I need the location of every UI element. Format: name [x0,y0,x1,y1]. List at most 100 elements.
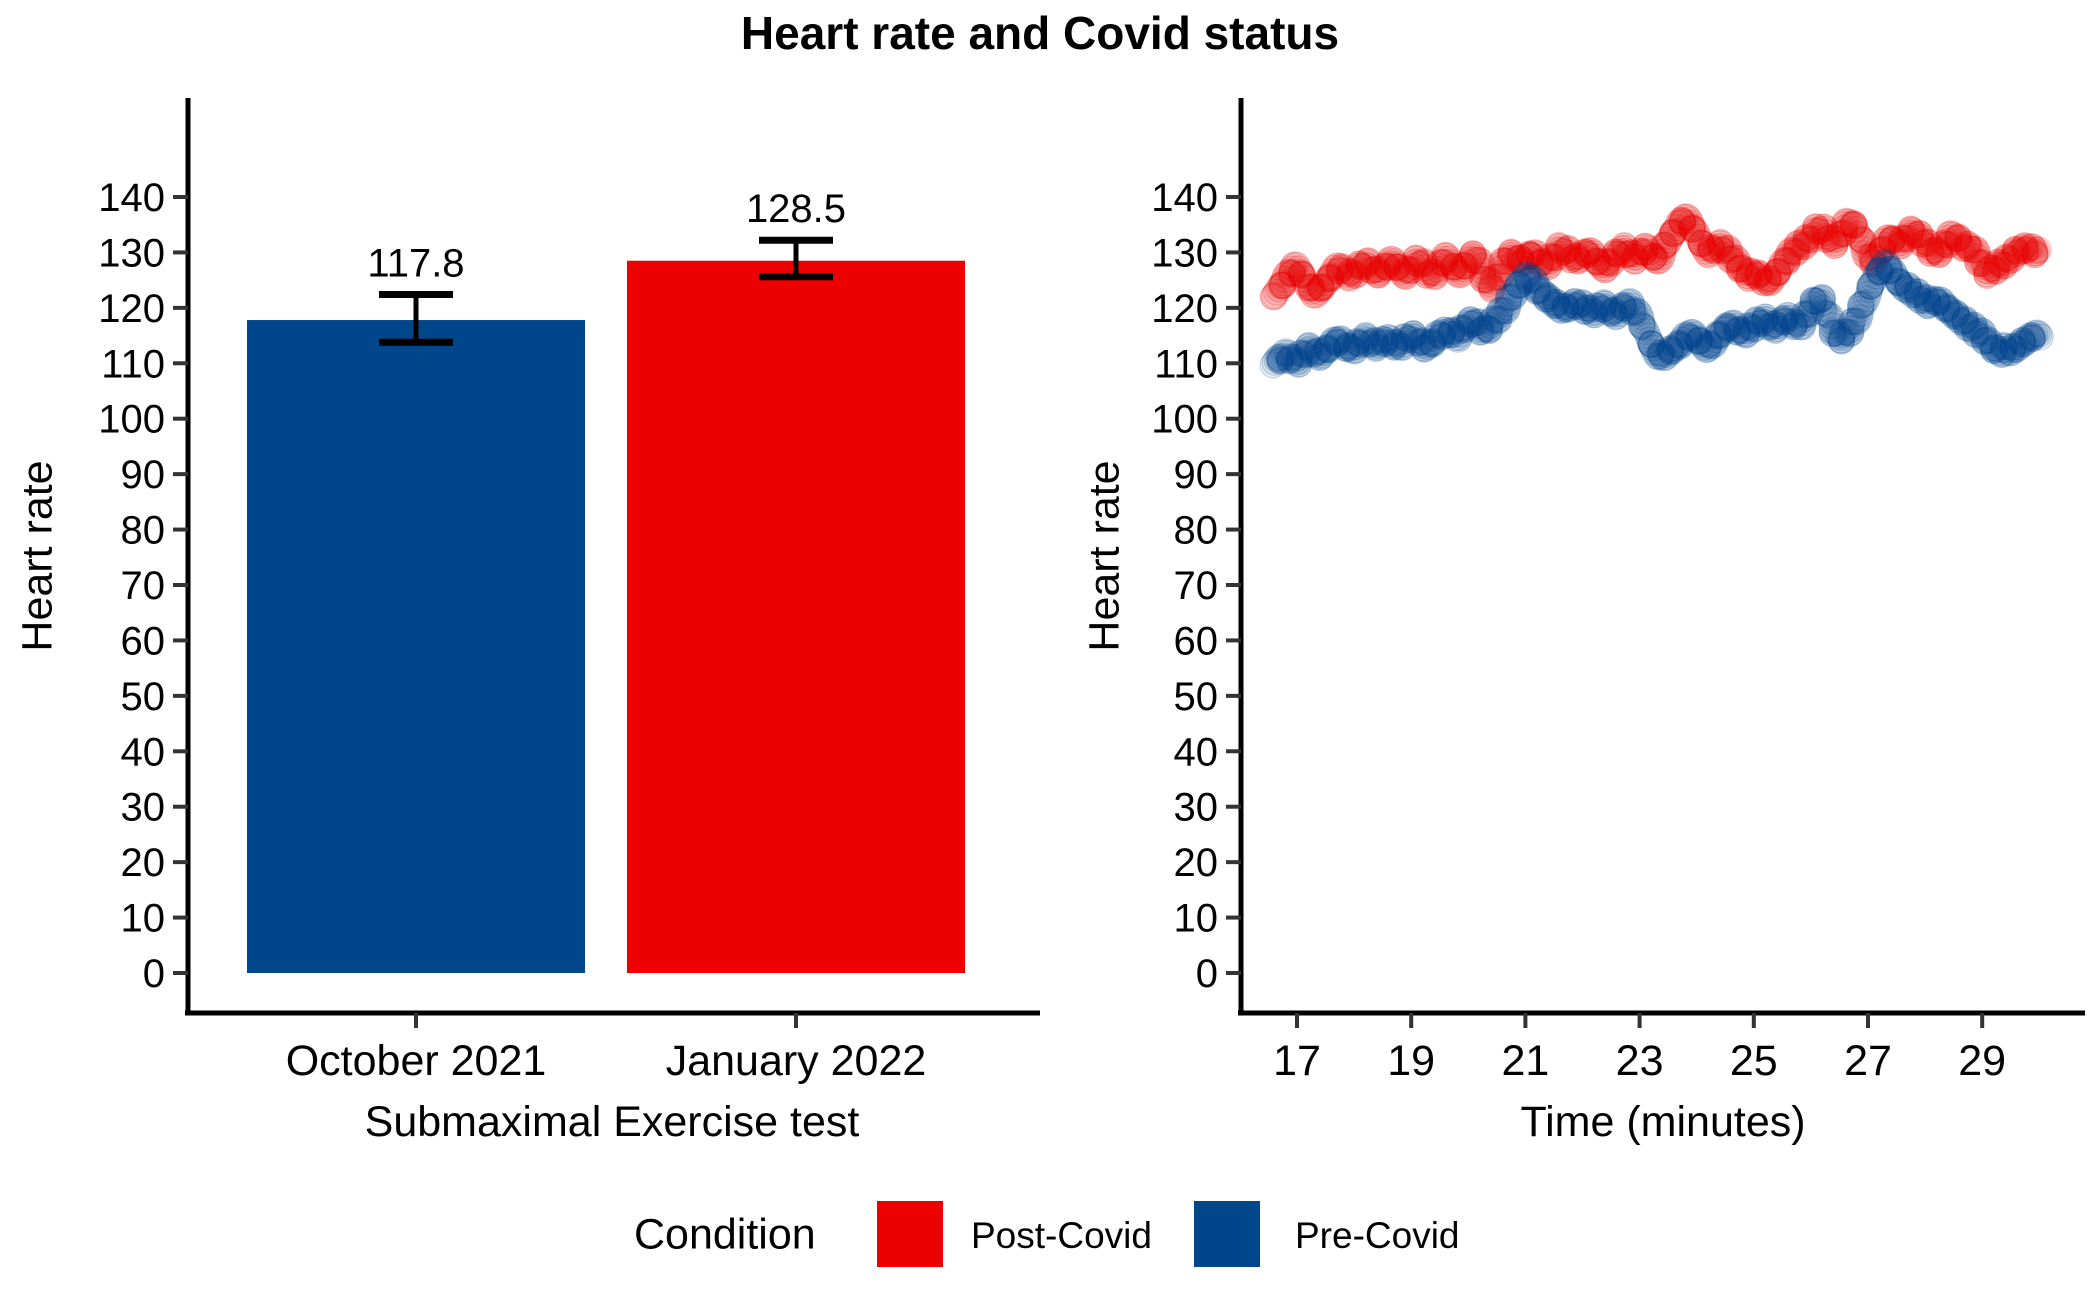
data-point [1306,275,1334,303]
data-point [1414,260,1443,288]
data-point [1317,329,1345,357]
data-point [1903,278,1931,306]
data-point [1753,312,1781,340]
data-point [1373,253,1402,281]
data-point [1299,281,1327,309]
data-point [1706,322,1734,350]
data-point [1953,232,1981,260]
data-point [1449,258,1477,286]
data-point [1941,302,1969,330]
data-point [1485,301,1513,329]
data-point [1773,243,1802,271]
data-point [1937,220,1966,248]
data-point [1907,229,1935,257]
data-point [1502,279,1530,307]
data-point [1512,261,1541,289]
y-tick-label: 10 [121,897,166,941]
data-point [1838,307,1867,335]
data-point [1694,332,1723,360]
data-point [1617,239,1646,267]
data-point [2008,327,2037,355]
data-point [1411,248,1439,276]
data-point [1324,252,1352,280]
data-point [1918,287,1946,315]
data-point [1648,242,1676,270]
data-point [2006,237,2035,265]
y-tick-label: 140 [98,176,165,220]
data-point [1360,255,1389,283]
data-point [1445,323,1474,351]
y-tick-label: 30 [1174,786,1219,830]
data-point [1711,235,1740,263]
data-point [1687,229,1716,257]
data-point [1307,273,1335,301]
data-point [1621,247,1649,275]
data-point [1266,272,1295,300]
data-point [1802,213,1830,241]
data-point [1679,214,1707,242]
data-point [1456,307,1484,335]
y-tick-label: 70 [121,564,166,608]
data-point [1316,264,1344,292]
data-point [1590,256,1618,284]
data-point [1423,251,1452,279]
data-point [1429,316,1458,344]
data-point [1333,334,1361,362]
bar-panel: 0102030405060708090100110120130140117.8O… [98,98,1040,1085]
data-point [1599,296,1627,324]
data-point [1783,231,1811,259]
data-point [1821,231,1849,259]
data-point [1840,210,1868,238]
data-point [1419,327,1447,355]
data-point [1580,295,1609,323]
data-point [1488,247,1516,276]
data-point [1643,342,1671,370]
data-point [1923,287,1952,315]
data-point [1959,311,1988,339]
data-point [1765,254,1794,282]
data-point [1944,224,1973,253]
data-point [1901,221,1930,249]
data-point [1599,247,1628,275]
data-point [2010,329,2038,358]
data-point [1760,262,1789,290]
data-point [1476,308,1505,336]
data-point [1745,261,1773,289]
data-point [1574,294,1602,322]
data-point [1375,324,1403,352]
data-point [1650,344,1678,372]
data-point [1380,248,1409,276]
data-point [1828,324,1856,352]
data-point [1771,246,1799,274]
data-point [1837,308,1866,336]
data-point [1786,312,1814,341]
data-point [1830,210,1859,239]
data-point [1894,275,1922,303]
data-point [1764,311,1792,340]
data-point [1874,252,1902,280]
data-point [1551,293,1579,321]
data-point [1649,231,1678,260]
data-point [1618,295,1646,323]
data-point [1390,327,1418,355]
data-point [1922,287,1951,315]
data-point [1992,243,2020,271]
data-point [1795,300,1823,328]
data-point [2023,319,2051,347]
data-point [1897,215,1925,243]
data-point [1678,215,1706,243]
x-tick-label: 27 [1844,1037,1892,1085]
data-point [2022,237,2051,265]
data-point [1579,240,1608,268]
data-point [1782,237,1811,265]
data-point [1670,323,1698,351]
data-point [1288,260,1316,288]
data-point [1629,239,1658,267]
data-point [1561,287,1589,315]
data-point [1611,237,1639,265]
data-point [1527,276,1555,304]
data-point [1301,340,1329,368]
data-point [1485,305,1513,333]
data-point [1788,313,1816,341]
